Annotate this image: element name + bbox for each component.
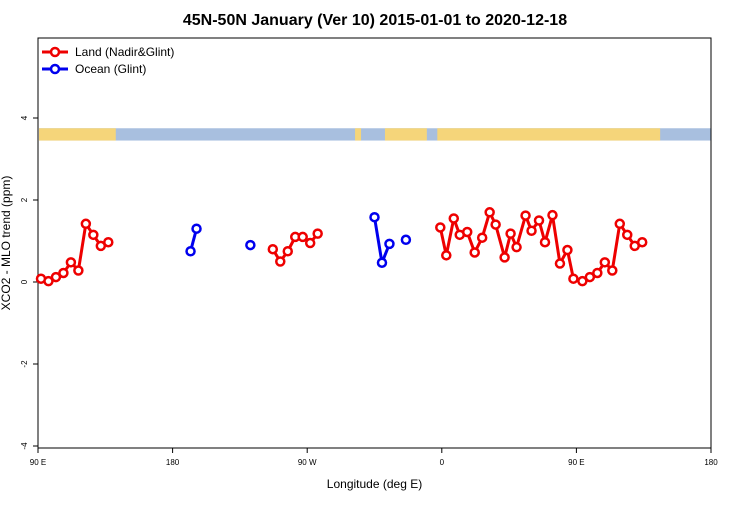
data-point <box>554 258 566 269</box>
data-point <box>50 271 62 283</box>
data-point <box>73 265 84 276</box>
data-point <box>297 231 308 243</box>
data-point <box>562 244 573 256</box>
data-point <box>312 228 323 239</box>
data-point <box>65 257 77 268</box>
data-point <box>304 237 316 249</box>
legend-land-label: Land (Nadir&Glint) <box>75 45 174 59</box>
y-tick-label: -4 <box>20 442 29 450</box>
x-tick-label: 90 E <box>30 458 46 467</box>
data-point <box>636 236 648 248</box>
map-land-region <box>355 128 362 141</box>
legend-land-marker <box>49 46 61 58</box>
data-point <box>384 238 395 250</box>
data-point <box>282 246 294 257</box>
series-ocean <box>185 211 412 268</box>
data-point <box>533 215 545 226</box>
data-point <box>520 210 531 221</box>
data-point <box>490 219 501 230</box>
data-point <box>376 257 388 268</box>
y-axis: -4 -2 0 2 4 <box>20 115 38 450</box>
data-point <box>511 241 522 253</box>
data-point <box>185 246 196 257</box>
map-strip <box>39 128 711 141</box>
x-tick-label: 90 E <box>568 458 584 467</box>
series-land <box>35 207 648 287</box>
y-tick-label: 2 <box>20 197 29 202</box>
y-tick-label: 4 <box>20 115 29 120</box>
data-point <box>400 234 412 246</box>
y-tick-label: 0 <box>20 279 29 284</box>
x-axis: 90 E 180 90 W 0 90 E 180 <box>30 448 718 467</box>
data-point <box>607 265 618 276</box>
y-axis-label: XCO2 - MLO trend (ppm) <box>0 176 13 311</box>
x-tick-label: 180 <box>166 458 180 467</box>
chart-title: 45N-50N January (Ver 10) 2015-01-01 to 2… <box>183 12 567 29</box>
data-point <box>476 232 488 243</box>
data-point <box>505 228 516 239</box>
y-tick-label: -2 <box>20 360 29 368</box>
data-point <box>103 236 114 248</box>
data-point <box>568 273 579 284</box>
map-land-region <box>39 128 116 141</box>
data-point <box>275 256 286 267</box>
data-point <box>448 213 460 224</box>
plot-frame <box>37 37 712 449</box>
data-point <box>267 243 279 255</box>
data-point <box>369 211 380 223</box>
data-point <box>245 239 256 251</box>
data-point <box>461 226 473 238</box>
data-point <box>547 209 558 221</box>
x-tick-label: 180 <box>704 458 718 467</box>
x-tick-label: 90 W <box>298 458 317 467</box>
series-layer <box>35 207 648 287</box>
x-tick-label: 0 <box>440 458 445 467</box>
data-point <box>621 229 633 241</box>
data-point <box>469 247 480 258</box>
data-point <box>43 275 54 287</box>
data-point <box>584 271 596 283</box>
data-point <box>80 218 92 230</box>
data-point <box>484 207 495 218</box>
data-point <box>592 267 603 279</box>
data-point <box>577 275 588 287</box>
data-point <box>526 225 537 236</box>
data-point <box>88 229 99 241</box>
data-point <box>435 222 446 233</box>
map-land-region <box>437 128 661 141</box>
legend: Land (Nadir&Glint) Ocean (Glint) <box>42 45 174 76</box>
legend-ocean-label: Ocean (Glint) <box>75 62 146 76</box>
data-point <box>614 218 626 230</box>
x-axis-label: Longitude (deg E) <box>327 477 422 491</box>
data-point <box>58 267 69 279</box>
data-point <box>499 252 510 263</box>
data-point <box>599 257 611 268</box>
data-point <box>539 236 551 248</box>
data-point <box>191 223 202 234</box>
map-land-region <box>384 128 427 141</box>
legend-ocean-marker <box>49 63 61 75</box>
data-point <box>441 250 452 261</box>
